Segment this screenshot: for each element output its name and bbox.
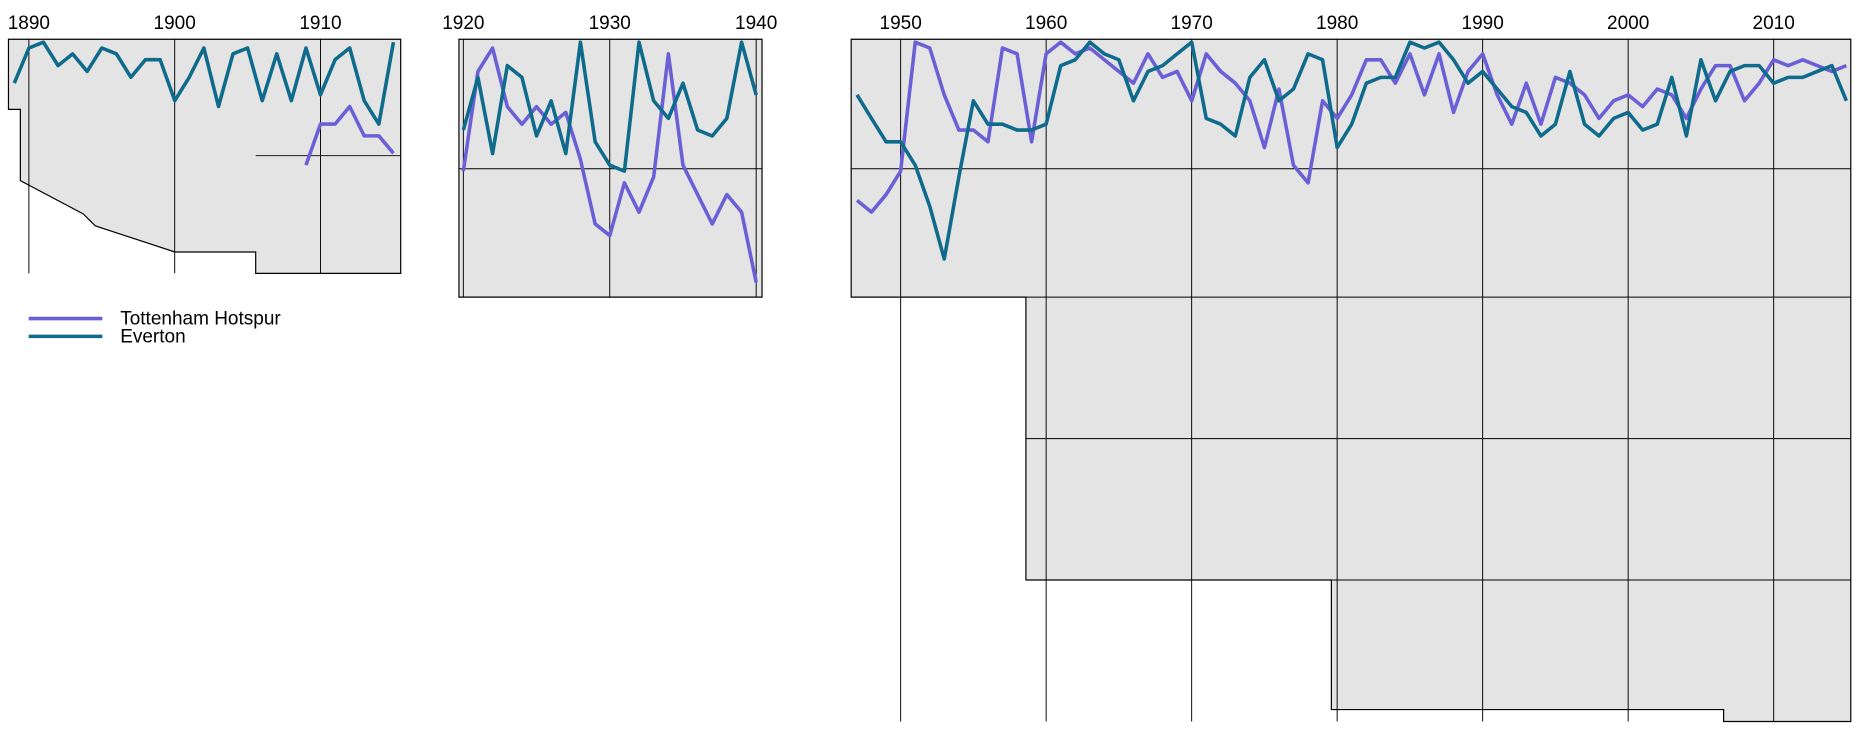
x-tick-label: 1950 bbox=[880, 13, 922, 34]
x-tick-label: 1930 bbox=[589, 13, 631, 34]
legend-label: Everton bbox=[120, 327, 185, 348]
x-tick-label: 1890 bbox=[8, 13, 50, 34]
x-tick-label: 1920 bbox=[442, 13, 484, 34]
x-tick-label: 1900 bbox=[154, 13, 196, 34]
x-tick-label: 2000 bbox=[1607, 13, 1649, 34]
x-tick-label: 1980 bbox=[1316, 13, 1358, 34]
series-line bbox=[855, 40, 1849, 261]
x-tick-label: 1990 bbox=[1462, 13, 1504, 34]
legend-label: Tottenham Hotspur bbox=[120, 309, 281, 330]
series-line bbox=[304, 104, 395, 166]
panel-background bbox=[458, 38, 763, 298]
x-tick-label: 1940 bbox=[735, 13, 777, 34]
panel-background bbox=[7, 38, 402, 274]
x-tick-label: 2010 bbox=[1753, 13, 1795, 34]
x-tick-label: 1960 bbox=[1025, 13, 1067, 34]
panel-background bbox=[850, 38, 1852, 723]
x-tick-label: 1910 bbox=[299, 13, 341, 34]
series-line bbox=[12, 40, 396, 126]
series-line bbox=[461, 40, 758, 173]
x-tick-label: 1970 bbox=[1171, 13, 1213, 34]
series-line bbox=[461, 46, 758, 283]
